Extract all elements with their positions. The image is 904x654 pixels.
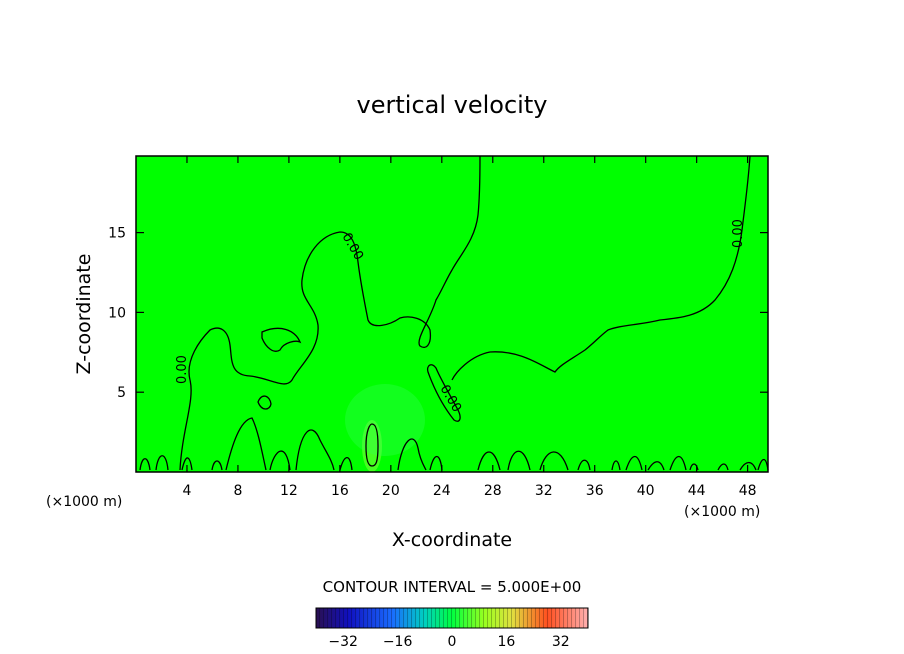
x-unit-label-right: (×1000 m) (684, 504, 760, 520)
y-tick-label: 15 (108, 226, 126, 242)
x-tick-label: 28 (484, 483, 502, 499)
contour-label: 0.00 (175, 355, 190, 384)
x-tick-label: 12 (280, 483, 298, 499)
colorbar-tick-label: 32 (552, 634, 570, 650)
x-axis-ticks: 4 8 12 16 20 24 28 32 36 40 44 48 (183, 156, 757, 499)
zero-contour-right (451, 155, 751, 381)
x-axis-label: X-coordinate (392, 529, 512, 551)
contour-hook (426, 364, 461, 422)
x-unit-label-left: (×1000 m) (46, 494, 122, 510)
colorbar: −32 −16 0 16 32 (315, 607, 589, 650)
x-tick-label: 44 (688, 483, 706, 499)
x-tick-label: 20 (382, 483, 400, 499)
updraft-shading (345, 384, 425, 456)
y-axis-label: Z-coordinate (73, 254, 95, 375)
zero-contour-left (179, 155, 481, 471)
colorbar-tick-label: −16 (383, 634, 413, 650)
x-tick-label: 8 (233, 483, 242, 499)
plot-frame (135, 155, 769, 473)
x-tick-label: 16 (331, 483, 349, 499)
contour-label: 0.00 (731, 219, 746, 248)
x-tick-label: 40 (637, 483, 655, 499)
x-tick-label: 4 (183, 483, 192, 499)
colorbar-tick-label: −32 (328, 634, 358, 650)
contour-interval-label: CONTOUR INTERVAL = 5.000E+00 (323, 578, 582, 596)
x-tick-label: 24 (433, 483, 451, 499)
plot-area: 0.00 0.00 0.00 0.00 (135, 155, 769, 473)
colorbar-frame (315, 607, 589, 629)
colorbar-tick-label: 0 (448, 634, 457, 650)
y-axis-ticks: 5 10 15 (108, 226, 768, 401)
colorbar-stripes (316, 608, 588, 628)
contour-loop-mid (261, 327, 302, 352)
x-tick-label: 36 (586, 483, 604, 499)
chart-title: vertical velocity (357, 91, 548, 119)
colorbar-tick-label: 16 (497, 634, 515, 650)
colorbar-ticks: −32 −16 0 16 32 (328, 634, 569, 650)
y-tick-label: 5 (117, 385, 126, 401)
contour-loop-small (257, 395, 272, 410)
field-background (136, 156, 768, 472)
x-tick-label: 48 (739, 483, 757, 499)
x-tick-label: 32 (535, 483, 553, 499)
contour-core (365, 423, 379, 467)
y-tick-label: 10 (108, 305, 126, 321)
contour-lines (139, 155, 769, 471)
surface-contours (139, 417, 769, 471)
